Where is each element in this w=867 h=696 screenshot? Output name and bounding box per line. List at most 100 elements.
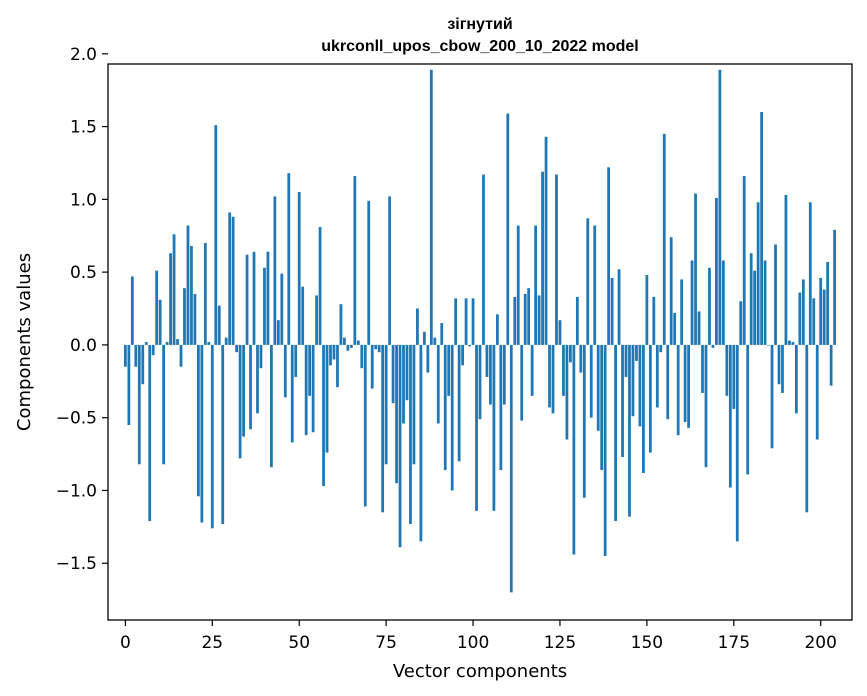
bar-2 [130,276,134,345]
bar-74 [381,344,385,513]
bar-92 [443,344,447,471]
bar-43 [273,196,277,345]
bar-1 [127,344,131,425]
bar-37 [252,251,256,345]
bar-24 [207,342,211,345]
bar-86 [422,331,426,345]
bar-138 [603,344,607,556]
bar-145 [628,344,631,517]
bar-67 [356,340,360,345]
bar-201 [822,289,826,345]
bar-75 [384,344,388,465]
bar-164 [694,193,697,345]
bar-70 [367,200,371,345]
bar-series [123,69,837,593]
bar-19 [190,245,193,345]
bar-15 [176,339,179,345]
x-axis-title: Vector components [393,661,567,682]
bar-83 [412,344,416,465]
bar-177 [739,301,743,345]
bar-14 [172,234,176,345]
bar-199 [815,344,819,440]
bar-82 [409,344,412,524]
bar-128 [569,344,572,363]
y-tick-label: −0.5 [56,409,97,429]
bar-172 [721,260,725,345]
bar-64 [346,344,350,351]
bar-135 [593,225,597,345]
bar-163 [690,260,694,345]
bar-141 [614,344,617,522]
bar-153 [655,344,659,408]
y-tick-label: 1.5 [70,118,97,138]
bar-18 [186,225,190,345]
bar-198 [812,298,816,345]
bar-44 [276,320,280,345]
bar-23 [203,243,207,345]
x-tick-label: 150 [631,633,663,653]
bar-39 [259,344,263,369]
bar-188 [777,344,781,385]
bar-94 [450,344,454,491]
x-tick-label: 75 [375,633,397,653]
bar-171 [718,69,722,345]
bar-157 [669,237,673,345]
bar-127 [565,344,569,440]
bar-152 [652,296,656,345]
bar-119 [537,295,541,345]
bar-62 [339,304,343,345]
bar-53 [308,344,312,396]
bar-41 [266,251,270,345]
bar-116 [527,288,531,345]
bar-139 [607,167,611,345]
bar-63 [343,337,346,345]
bar-155 [662,133,666,345]
bar-6 [144,342,148,345]
bar-115 [523,293,527,345]
x-tick-label: 100 [457,633,489,653]
bar-194 [798,292,802,345]
bar-91 [440,323,444,345]
bar-186 [770,344,774,449]
bar-123 [551,344,555,414]
bar-191 [788,340,791,345]
bar-166 [701,344,704,393]
bar-7 [148,344,152,522]
bar-76 [388,196,391,345]
bar-17 [183,288,186,345]
bar-22 [200,344,204,523]
bar-167 [704,344,708,468]
x-tick-label: 50 [288,633,310,653]
bar-195 [801,279,805,345]
bar-35 [245,254,249,345]
bar-81 [405,344,409,401]
bar-48 [290,344,294,443]
x-axis-ticks: 0 25 50 75 100 125 150 175 200 [120,620,837,653]
bar-179 [746,344,750,475]
bar-161 [683,344,687,423]
bar-29 [224,337,228,345]
bar-200 [819,277,823,345]
bar-173 [725,344,729,396]
y-tick-label: −1.0 [56,481,97,501]
bar-21 [197,344,200,497]
bar-16 [179,344,183,367]
bar-102 [478,344,482,420]
bar-107 [495,314,499,345]
bar-183 [760,112,763,345]
bar-42 [270,344,273,468]
bar-30 [228,212,232,345]
bar-104 [485,344,489,377]
bar-149 [642,344,645,473]
bar-132 [582,344,586,498]
bar-118 [534,225,538,345]
bar-72 [374,344,378,350]
x-tick-label: 0 [120,633,131,653]
bar-96 [457,344,461,462]
bar-130 [575,296,579,345]
bar-97 [461,344,465,366]
bar-124 [555,174,558,345]
bar-150 [645,275,649,345]
bar-65 [349,344,353,348]
